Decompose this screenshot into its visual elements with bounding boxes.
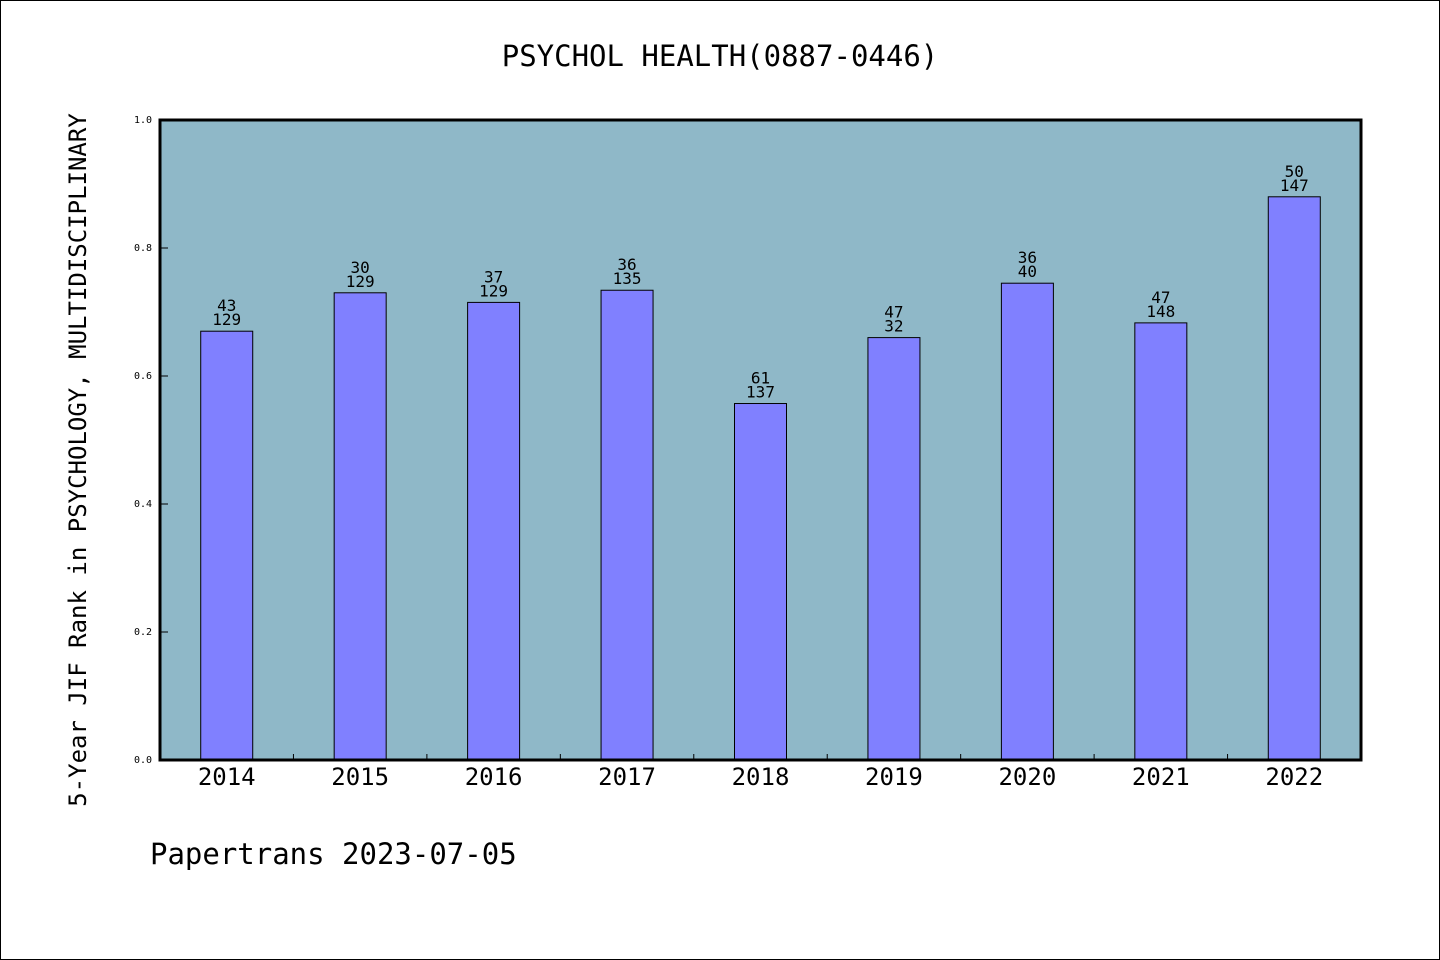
- x-tick-label-2016: 2016: [465, 763, 523, 791]
- bar-2016: [467, 301, 521, 761]
- bar-total-label-2017: 135: [613, 269, 642, 288]
- bar-2017: [600, 289, 654, 761]
- x-tick-label-2015: 2015: [331, 763, 389, 791]
- bar-2015: [333, 292, 387, 761]
- chart-title: PSYCHOL HEALTH(0887-0446): [502, 39, 939, 73]
- x-tick-label-2018: 2018: [732, 763, 790, 791]
- bar-rank-label-2015: 30: [351, 258, 370, 277]
- x-tick-label-2022: 2022: [1265, 763, 1323, 791]
- bar-rank-label-2021: 47: [1151, 288, 1170, 307]
- x-tick-label-2021: 2021: [1132, 763, 1190, 791]
- y-tick-label: 0.2: [134, 627, 152, 638]
- bar-rank-label-2016: 37: [484, 267, 503, 286]
- bar-rank-label-2014: 43: [217, 296, 236, 315]
- x-axis: 2014 2015 2016 2017 2018 2019 2020 2021 2022: [198, 754, 1323, 791]
- y-axis: 0.0 0.2 0.4 0.6 0.8 1.0: [134, 115, 168, 766]
- x-tick-label-2020: 2020: [998, 763, 1056, 791]
- bar-rank-label-2017: 36: [617, 255, 636, 274]
- x-tick-label-2014: 2014: [198, 763, 256, 791]
- y-tick-label: 0.0: [134, 755, 152, 766]
- bar-total-label-2016: 129: [479, 281, 508, 300]
- bar-2022: [1267, 196, 1321, 761]
- bar-total-label-2015: 129: [346, 272, 375, 291]
- bar-2019: [867, 337, 921, 761]
- bar-rank-label-2019: 47: [884, 303, 903, 322]
- x-tick-label-2017: 2017: [598, 763, 656, 791]
- footer-credit: Papertrans 2023-07-05: [150, 837, 517, 871]
- bar-total-label-2022: 147: [1280, 176, 1309, 195]
- bar-rank-label-2018: 61: [751, 369, 770, 388]
- bar-total-label-2020: 40: [1018, 262, 1037, 281]
- bar-2021: [1134, 322, 1188, 761]
- bar-2018: [734, 403, 787, 761]
- bar-2020: [1000, 282, 1054, 761]
- bar-rank-label-2020: 36: [1018, 248, 1037, 267]
- y-tick-label: 0.4: [134, 499, 152, 510]
- y-tick-label: 0.8: [134, 243, 152, 254]
- bar-2014: [200, 330, 254, 761]
- y-axis-label: 5-Year JIF Rank in PSYCHOLOGY, MULTIDISC…: [64, 113, 92, 807]
- plot-border: [158, 118, 1363, 762]
- bar-total-label-2014: 129: [212, 310, 241, 329]
- bar-total-label-2019: 32: [884, 317, 903, 336]
- bar-total-label-2021: 148: [1146, 302, 1175, 321]
- bars-group: [200, 196, 1321, 761]
- y-tick-label: 0.6: [134, 371, 152, 382]
- x-tick-label-2019: 2019: [865, 763, 923, 791]
- bar-total-label-2018: 137: [746, 383, 775, 402]
- y-tick-label: 1.0: [134, 115, 152, 126]
- bar-rank-label-2022: 50: [1285, 162, 1304, 181]
